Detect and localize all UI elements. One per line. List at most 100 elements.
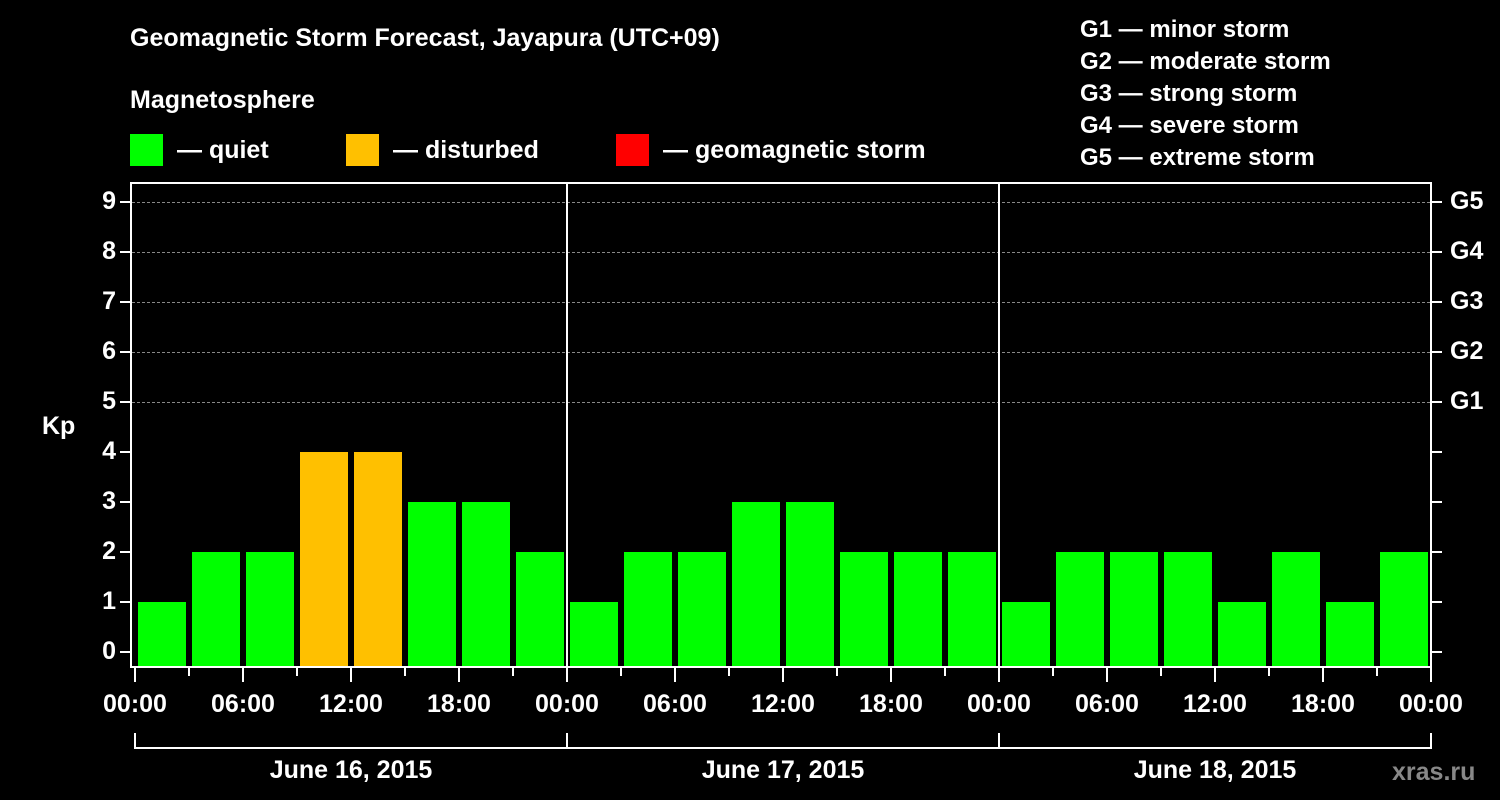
y-tick [120, 401, 130, 403]
x-tick-label: 00:00 [535, 690, 599, 718]
x-tick [620, 668, 622, 676]
g-scale-label: G3 [1450, 287, 1484, 315]
quiet-swatch [130, 134, 163, 166]
grid-line [132, 302, 1430, 303]
chart-title: Geomagnetic Storm Forecast, Jayapura (UT… [130, 24, 720, 52]
y-tick [120, 551, 130, 553]
kp-bar [948, 552, 996, 666]
disturbed-swatch [346, 134, 379, 166]
kp-bar [1380, 552, 1428, 666]
y-tick-label: 0 [102, 637, 116, 665]
y-tick-right [1432, 201, 1442, 203]
y-tick-label: 4 [102, 437, 116, 465]
kp-bar [354, 452, 402, 666]
kp-bar [1164, 552, 1212, 666]
kp-bar [1272, 552, 1320, 666]
x-tick-label: 12:00 [751, 690, 815, 718]
kp-bar [894, 552, 942, 666]
x-tick [836, 668, 838, 676]
date-bracket-line [135, 747, 567, 749]
x-tick [1214, 668, 1216, 682]
day-divider [998, 184, 1000, 666]
x-tick [1322, 668, 1324, 682]
legend-quiet: — quiet [130, 134, 269, 166]
g-scale-label: G2 [1450, 337, 1484, 365]
x-tick [890, 668, 892, 682]
y-tick-label: 3 [102, 487, 116, 515]
x-tick-label: 06:00 [643, 690, 707, 718]
kp-bar [300, 452, 348, 666]
date-label: June 18, 2015 [1133, 756, 1297, 784]
date-label: June 16, 2015 [269, 756, 433, 784]
g2-legend: G2 — moderate storm [1080, 48, 1331, 75]
credit: xras.ru [1392, 758, 1476, 786]
g-scale-label: G1 [1450, 387, 1484, 415]
x-tick [674, 668, 676, 682]
x-tick [188, 668, 190, 676]
y-tick-label: 8 [102, 237, 116, 265]
x-tick [566, 668, 568, 682]
g1-legend: G1 — minor storm [1080, 16, 1290, 43]
y-tick-label: 5 [102, 387, 116, 415]
x-tick [998, 668, 1000, 682]
y-axis-label: Kp [42, 412, 76, 440]
x-tick-label: 18:00 [1291, 690, 1355, 718]
kp-bar [246, 552, 294, 666]
x-tick [1376, 668, 1378, 676]
x-tick [350, 668, 352, 682]
x-tick-label: 18:00 [427, 690, 491, 718]
date-bracket-line [999, 747, 1431, 749]
x-tick [134, 668, 136, 682]
y-tick-right [1432, 251, 1442, 253]
y-tick [120, 651, 130, 653]
x-tick [1430, 668, 1432, 682]
g5-legend: G5 — extreme storm [1080, 144, 1315, 171]
g-scale-legend: G1 — minor storm G2 — moderate storm G3 … [1080, 14, 1331, 174]
kp-bar [786, 502, 834, 666]
kp-bar [1218, 602, 1266, 666]
kp-bar [1002, 602, 1050, 666]
y-tick-label: 9 [102, 187, 116, 215]
kp-bar [732, 502, 780, 666]
y-tick-label: 1 [102, 587, 116, 615]
legend-quiet-label: — quiet [177, 135, 269, 164]
y-tick-right [1432, 451, 1442, 453]
y-tick [120, 451, 130, 453]
legend-storm-label: — geomagnetic storm [663, 135, 926, 164]
y-tick-right [1432, 551, 1442, 553]
x-tick [1160, 668, 1162, 676]
y-tick [120, 351, 130, 353]
x-tick [782, 668, 784, 682]
x-tick-label: 12:00 [1183, 690, 1247, 718]
kp-bar [570, 602, 618, 666]
x-tick [1268, 668, 1270, 676]
legend-disturbed-label: — disturbed [393, 135, 539, 164]
date-bracket-tick [134, 733, 136, 749]
kp-bar [192, 552, 240, 666]
x-tick [512, 668, 514, 676]
kp-bar [1326, 602, 1374, 666]
kp-bar [138, 602, 186, 666]
y-tick-label: 7 [102, 287, 116, 315]
kp-bar [624, 552, 672, 666]
x-tick [296, 668, 298, 676]
y-tick [120, 301, 130, 303]
legend-disturbed: — disturbed [346, 134, 539, 166]
x-tick-label: 00:00 [1399, 690, 1463, 718]
date-bracket-tick [566, 733, 568, 749]
date-bracket-line [567, 747, 999, 749]
y-tick-right [1432, 301, 1442, 303]
plot-area [130, 182, 1432, 668]
kp-bar [1110, 552, 1158, 666]
kp-bar [678, 552, 726, 666]
chart-subtitle: Magnetosphere [130, 86, 315, 114]
x-tick-label: 06:00 [211, 690, 275, 718]
g4-legend: G4 — severe storm [1080, 112, 1299, 139]
y-tick [120, 251, 130, 253]
x-tick [944, 668, 946, 676]
storm-swatch [616, 134, 649, 166]
date-bracket-tick [998, 733, 1000, 749]
g-scale-label: G5 [1450, 187, 1484, 215]
kp-bar [840, 552, 888, 666]
y-tick-label: 2 [102, 537, 116, 565]
